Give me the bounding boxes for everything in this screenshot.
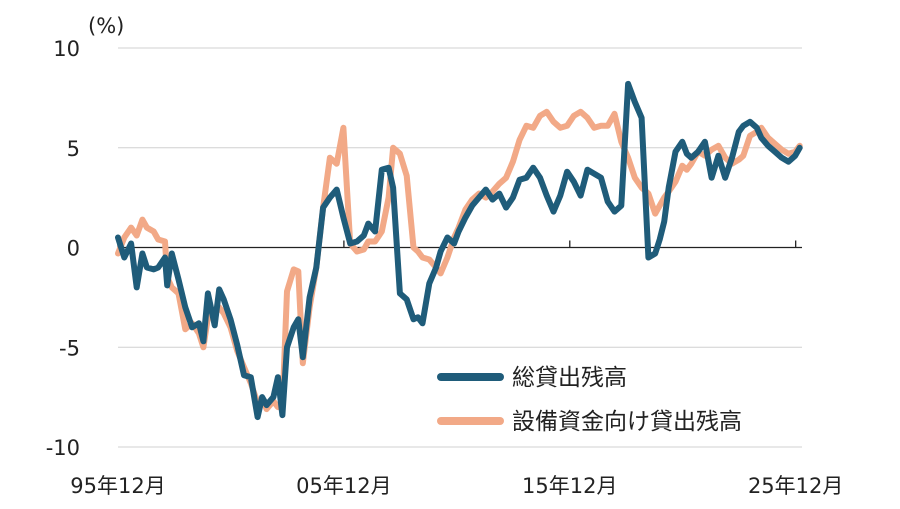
series-line-total-loans [115, 80, 803, 421]
x-tick-label: 25年12月 [748, 474, 843, 498]
y-tick-label: 0 [67, 237, 80, 261]
legend-label-total-loans: 総貸出残高 [512, 365, 627, 391]
y-tick-labels: 10 5 0 -5 -10 [46, 37, 80, 460]
legend-entry-capex: 設備資金向け貸出残高 [437, 409, 742, 435]
x-tick-label: 95年12月 [70, 474, 165, 498]
y-tick-label: -5 [59, 336, 80, 360]
gridlines [118, 47, 802, 448]
series-lines [115, 80, 803, 421]
series-line-capex-loans [115, 108, 803, 413]
y-tick-label: 10 [53, 37, 80, 61]
x-tick-label: 05年12月 [296, 474, 391, 498]
x-tick-label: 15年12月 [522, 474, 617, 498]
y-tick-label: 5 [67, 137, 80, 161]
y-axis-unit-label: (%) [88, 14, 124, 38]
x-tick-labels: 95年12月 05年12月 15年12月 25年12月 [70, 474, 843, 498]
legend-entry-total: 総貸出残高 [437, 365, 627, 391]
legend-label-capex-loans: 設備資金向け貸出残高 [512, 409, 742, 435]
legend: 総貸出残高 設備資金向け貸出残高 [437, 365, 742, 435]
y-tick-label: -10 [46, 436, 80, 460]
